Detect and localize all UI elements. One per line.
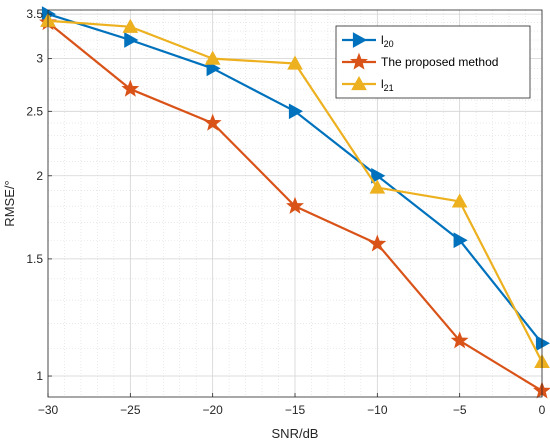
x-tick-label: −15 <box>285 403 306 417</box>
data-point <box>368 234 387 252</box>
legend-label: l21 <box>381 77 394 93</box>
y-axis-ticks: 1 1.5 2 2.5 3 3.5 <box>26 7 52 383</box>
y-tick-label: 2.5 <box>26 104 43 118</box>
y-tick-label: 3.5 <box>26 7 43 21</box>
x-tick-label: −30 <box>38 403 59 417</box>
data-point <box>203 113 222 131</box>
data-point <box>204 50 221 65</box>
x-tick-label: −10 <box>367 403 388 417</box>
data-point <box>451 193 468 208</box>
legend-marker <box>351 75 367 91</box>
y-tick-label: 2 <box>36 169 43 183</box>
data-point <box>450 331 469 349</box>
data-point <box>288 103 304 120</box>
legend-label: l20 <box>381 33 394 49</box>
x-tick-label: 0 <box>539 403 546 417</box>
data-point <box>121 79 140 97</box>
data-point <box>206 60 221 77</box>
data-point <box>369 179 386 194</box>
legend-label: The proposed method <box>381 55 498 69</box>
x-axis-ticks: −30 −25 −20 −15 −10 −5 0 <box>38 393 546 417</box>
data-point <box>371 167 386 184</box>
x-tick-label: −20 <box>202 403 223 417</box>
legend-marker <box>352 32 368 48</box>
legend-item: l21 <box>342 75 394 93</box>
data-point <box>287 55 303 70</box>
legend-marker <box>350 52 368 70</box>
y-axis-label: RMSE/° <box>2 180 17 226</box>
y-tick-label: 1 <box>36 369 43 383</box>
series-layer <box>39 6 550 399</box>
y-tick-label: 1.5 <box>26 252 43 266</box>
legend-item: The proposed method <box>342 52 498 70</box>
data-point <box>122 18 139 33</box>
x-tick-label: −25 <box>120 403 141 417</box>
data-point <box>286 196 304 214</box>
data-point <box>453 232 468 249</box>
legend: l20 The proposed method l21 <box>335 25 531 99</box>
x-axis-label: SNR/dB <box>272 426 319 441</box>
x-tick-label: −5 <box>453 403 467 417</box>
legend-item: l20 <box>342 32 394 49</box>
data-point <box>124 32 139 48</box>
data-point <box>535 335 550 352</box>
series-3 <box>40 12 550 369</box>
y-tick-label: 3 <box>36 52 43 66</box>
